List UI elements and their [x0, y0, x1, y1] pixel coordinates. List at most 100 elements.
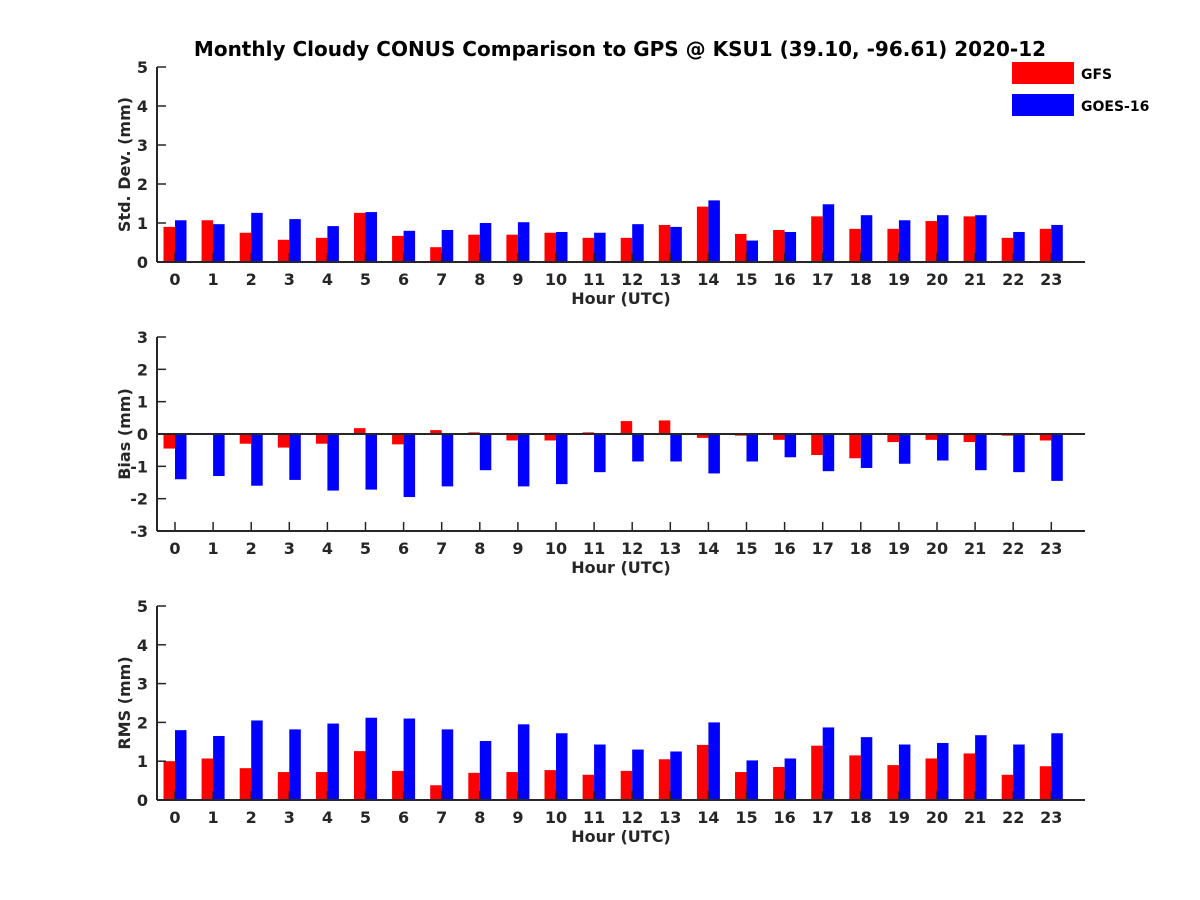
bar-std-gfs-hour-21	[963, 216, 976, 262]
x-tick-label-std-9: 9	[512, 270, 523, 289]
x-tick-label-bias-3: 3	[284, 539, 295, 558]
x-tick-label-rms-0: 0	[169, 808, 180, 827]
bar-std-gfs-hour-9	[506, 234, 518, 262]
x-tick-label-std-14: 14	[697, 270, 719, 289]
bar-std-gfs-hour-20	[925, 221, 937, 262]
bar-bias-goes16-hour-7	[441, 434, 454, 487]
bar-std-gfs-hour-13	[658, 224, 671, 262]
x-tick-label-bias-18: 18	[850, 539, 872, 558]
bar-bias-gfs-hour-6	[392, 434, 404, 445]
x-tick-label-bias-10: 10	[545, 539, 567, 558]
x-tick-label-rms-1: 1	[208, 808, 219, 827]
x-tick-label-rms-22: 22	[1002, 808, 1024, 827]
x-tick-label-bias-7: 7	[436, 539, 447, 558]
y-tick-label-rms-4: 4	[137, 636, 148, 655]
x-tick-label-rms-5: 5	[360, 808, 371, 827]
bar-bias-goes16-hour-12	[632, 434, 644, 462]
bar-rms-goes16-hour-12	[632, 749, 644, 800]
bar-bias-gfs-hour-18	[849, 434, 861, 459]
bar-bias-goes16-hour-9	[517, 434, 530, 487]
bar-std-gfs-hour-18	[849, 228, 861, 262]
x-axis-label-std: Hour (UTC)	[571, 289, 671, 308]
bar-rms-goes16-hour-17	[822, 727, 835, 800]
bar-bias-goes16-hour-21	[975, 434, 987, 471]
x-tick-label-rms-8: 8	[474, 808, 485, 827]
x-tick-label-std-11: 11	[583, 270, 605, 289]
bar-bias-goes16-hour-2	[251, 434, 263, 486]
bar-rms-gfs-hour-3	[277, 772, 290, 800]
bar-rms-goes16-hour-19	[898, 744, 911, 800]
x-tick-label-std-20: 20	[926, 270, 948, 289]
y-tick-label-bias-1: 1	[137, 393, 148, 412]
bar-std-gfs-hour-10	[544, 232, 556, 262]
bar-std-gfs-hour-23	[1039, 228, 1052, 262]
bar-std-gfs-hour-14	[696, 206, 709, 262]
x-tick-label-std-0: 0	[169, 270, 180, 289]
bar-std-goes16-hour-7	[441, 230, 454, 262]
bar-std-gfs-hour-2	[239, 232, 252, 262]
x-tick-label-std-22: 22	[1002, 270, 1024, 289]
bar-bias-goes16-hour-6	[403, 434, 416, 498]
bar-rms-goes16-hour-1	[213, 735, 225, 800]
x-tick-label-bias-17: 17	[812, 539, 834, 558]
y-tick-label-bias-2: 2	[137, 360, 148, 379]
x-tick-label-std-2: 2	[246, 270, 257, 289]
x-tick-label-std-12: 12	[621, 270, 643, 289]
y-tick-label-rms-2: 2	[137, 713, 148, 732]
bar-std-goes16-hour-22	[1013, 231, 1025, 262]
bar-bias-goes16-hour-23	[1051, 434, 1063, 481]
x-tick-label-bias-9: 9	[512, 539, 523, 558]
bar-std-goes16-hour-3	[289, 219, 301, 262]
bar-rms-gfs-hour-20	[925, 758, 937, 800]
bar-rms-goes16-hour-9	[517, 724, 530, 800]
y-tick-label-bias-3: 3	[137, 328, 148, 347]
y-tick-label-std-2: 2	[137, 175, 148, 194]
bar-rms-gfs-hour-10	[544, 770, 556, 800]
bar-rms-gfs-hour-8	[468, 772, 480, 800]
bar-std-gfs-hour-22	[1001, 237, 1014, 262]
bar-bias-goes16-hour-1	[213, 434, 225, 477]
x-tick-label-bias-23: 23	[1040, 539, 1062, 558]
bar-rms-gfs-hour-17	[811, 745, 823, 800]
bar-rms-goes16-hour-15	[746, 760, 758, 800]
legend-swatch-goes16	[1012, 94, 1074, 116]
bar-rms-gfs-hour-5	[354, 751, 366, 800]
bar-bias-gfs-hour-5	[354, 428, 366, 434]
y-tick-label-bias--1: -1	[130, 457, 148, 476]
y-axis-label-bias: Bias (mm)	[115, 388, 134, 480]
bar-bias-gfs-hour-7	[430, 430, 442, 434]
bar-rms-gfs-hour-19	[887, 765, 899, 800]
x-tick-label-bias-1: 1	[208, 539, 219, 558]
legend-label-gfs: GFS	[1081, 67, 1112, 83]
bar-std-gfs-hour-11	[582, 237, 595, 262]
x-tick-label-std-23: 23	[1040, 270, 1062, 289]
x-tick-label-rms-9: 9	[512, 808, 523, 827]
x-tick-label-bias-12: 12	[621, 539, 643, 558]
bar-bias-goes16-hour-15	[746, 434, 758, 462]
bar-rms-gfs-hour-23	[1039, 766, 1052, 800]
bar-rms-gfs-hour-2	[239, 768, 252, 800]
y-tick-label-std-5: 5	[137, 58, 148, 77]
bar-std-gfs-hour-7	[430, 247, 442, 262]
bar-rms-gfs-hour-9	[506, 772, 518, 800]
x-tick-label-rms-18: 18	[850, 808, 872, 827]
y-tick-label-std-0: 0	[137, 253, 148, 272]
bar-std-goes16-hour-1	[213, 224, 225, 262]
x-tick-label-std-15: 15	[735, 270, 757, 289]
x-tick-label-std-21: 21	[964, 270, 986, 289]
bar-bias-goes16-hour-14	[708, 434, 720, 474]
bar-rms-gfs-hour-14	[696, 744, 709, 800]
bar-std-gfs-hour-12	[620, 237, 633, 262]
bar-bias-gfs-hour-16	[773, 434, 785, 440]
bar-std-goes16-hour-11	[594, 232, 606, 262]
bar-std-goes16-hour-19	[898, 220, 911, 262]
legend-label-goes16: GOES-16	[1081, 99, 1149, 115]
bar-bias-goes16-hour-11	[594, 434, 606, 473]
bar-std-goes16-hour-4	[327, 226, 339, 262]
x-tick-label-rms-6: 6	[398, 808, 409, 827]
y-tick-label-rms-3: 3	[137, 675, 148, 694]
